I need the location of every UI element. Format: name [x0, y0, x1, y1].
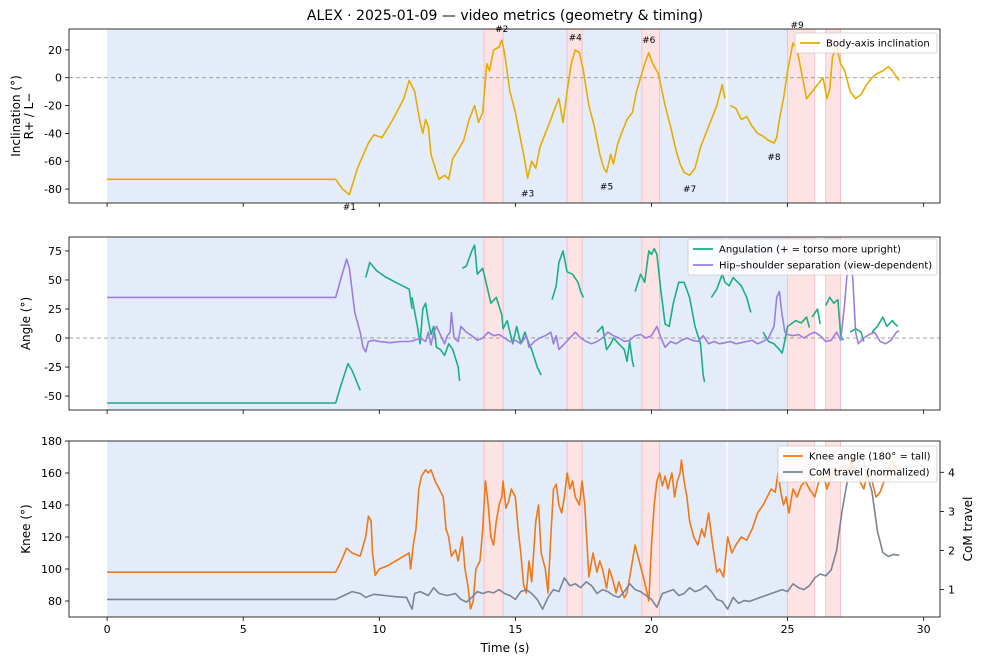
- series-line-1: [411, 297, 461, 382]
- legend-label: Body-axis inclination: [826, 39, 930, 50]
- x-tick-label: 20: [644, 623, 658, 636]
- x-tick-label: 5: [240, 623, 247, 636]
- red-band: [484, 29, 504, 203]
- series-line-2: [107, 253, 900, 353]
- y-tick-label: 50: [48, 274, 62, 287]
- y2-axis-label: CoM travel: [961, 497, 975, 562]
- series-line-1: [710, 273, 752, 313]
- panel-2: 75 50 25 0 -25 -50 Angle (°) Angulation (+ = to…: [19, 236, 941, 414]
- y-axis-label: Inclination (°): [9, 75, 23, 157]
- x-tick-label: 25: [781, 623, 795, 636]
- peak-annotation: #4: [569, 33, 583, 43]
- legend-box: [687, 238, 938, 276]
- y-tick-label: -50: [44, 390, 62, 403]
- panel-3: 0 5 10 15 20 25 30 180 160 140 120 100 80 4 3 2 1 CoM tra…: [19, 435, 975, 636]
- peak-annotation: #5: [600, 182, 613, 192]
- legend-label: CoM travel (normalized): [809, 468, 930, 479]
- y-axis-label: Knee (°): [19, 504, 33, 553]
- y-tick-label: 25: [48, 303, 62, 316]
- legend-label: Hip–shoulder separation (view-dependent): [719, 261, 932, 272]
- y-axis-label: R+ / L−: [22, 93, 36, 140]
- series-line-1: [107, 362, 361, 404]
- peak-annotation: #9: [790, 21, 804, 31]
- red-band: [484, 237, 504, 410]
- red-band: [567, 29, 583, 203]
- y2-tick-label: 1: [948, 584, 955, 597]
- series-line-1: [762, 316, 811, 354]
- x-tick-label: 10: [372, 623, 386, 636]
- series-line-1: [730, 42, 900, 144]
- y-tick-label: 120: [41, 531, 62, 544]
- x-tick-label: 30: [917, 623, 931, 636]
- red-band: [787, 29, 815, 203]
- plot-frame: [68, 28, 941, 204]
- y-tick-label: 20: [48, 44, 62, 57]
- panel-1: 20 0 -20 -40 -60 -80 Inclination (°) R+ / L− #1 #…: [9, 21, 941, 213]
- series-line-1: [551, 250, 585, 300]
- series-line-1: [811, 308, 821, 325]
- plot-frame: [68, 236, 941, 411]
- red-band: [567, 237, 583, 410]
- y-tick-label: -20: [44, 100, 62, 113]
- y-tick-label: 0: [55, 72, 62, 85]
- x-tick-label: 15: [508, 623, 522, 636]
- y-tick-label: -25: [44, 361, 62, 374]
- series-line-1: [849, 327, 865, 342]
- series-group: [107, 451, 900, 610]
- y-tick-label: 160: [41, 467, 62, 480]
- plot-frame: [68, 440, 941, 618]
- y-tick-label: 75: [48, 245, 62, 258]
- legend-label: Knee angle (180° = tall): [809, 452, 931, 463]
- y-axis-label: Angle (°): [19, 297, 33, 350]
- red-band: [641, 29, 660, 203]
- series-line-1: [364, 261, 413, 310]
- y-tick-label: 100: [41, 563, 62, 576]
- series-group: [107, 244, 900, 404]
- legend-box: [777, 445, 938, 483]
- y-tick-label: 0: [55, 332, 62, 345]
- legend-box: [794, 32, 938, 54]
- chart-title: ALEX · 2025-01-09 — video metrics (geome…: [307, 8, 703, 24]
- red-band: [825, 29, 841, 203]
- red-band: [641, 237, 660, 410]
- y2-tick-label: 4: [948, 466, 955, 479]
- peak-annotation: #1: [343, 203, 356, 213]
- legend-label: Angulation (+ = torso more upright): [719, 245, 901, 256]
- x-tick-label: 0: [104, 623, 111, 636]
- y-tick-label: -60: [44, 155, 62, 168]
- blue-band: [107, 29, 727, 203]
- series-line-2: [107, 451, 900, 610]
- series-line-1: [871, 316, 899, 333]
- peak-annotation: #3: [521, 189, 534, 199]
- y-tick-label: 80: [48, 595, 62, 608]
- peak-annotation: #6: [642, 36, 656, 46]
- red-band: [641, 441, 660, 617]
- series-line-1: [107, 456, 899, 610]
- y-tick-label: -40: [44, 127, 62, 140]
- red-band: [825, 237, 841, 410]
- red-band: [567, 441, 583, 617]
- series-group: [107, 39, 900, 196]
- red-band: [484, 441, 504, 617]
- peak-annotation: #2: [495, 25, 508, 35]
- x-axis-label: Time (s): [480, 641, 530, 655]
- peak-annotation: #8: [767, 153, 781, 163]
- series-line-1: [596, 325, 635, 368]
- y-tick-label: -80: [44, 183, 62, 196]
- y-tick-label: 180: [41, 435, 62, 448]
- y2-tick-label: 3: [948, 505, 955, 518]
- series-line-1: [634, 247, 706, 383]
- y-tick-label: 140: [41, 499, 62, 512]
- peak-annotation: #7: [683, 185, 696, 195]
- series-line-1: [107, 39, 726, 196]
- y2-tick-label: 2: [948, 545, 955, 558]
